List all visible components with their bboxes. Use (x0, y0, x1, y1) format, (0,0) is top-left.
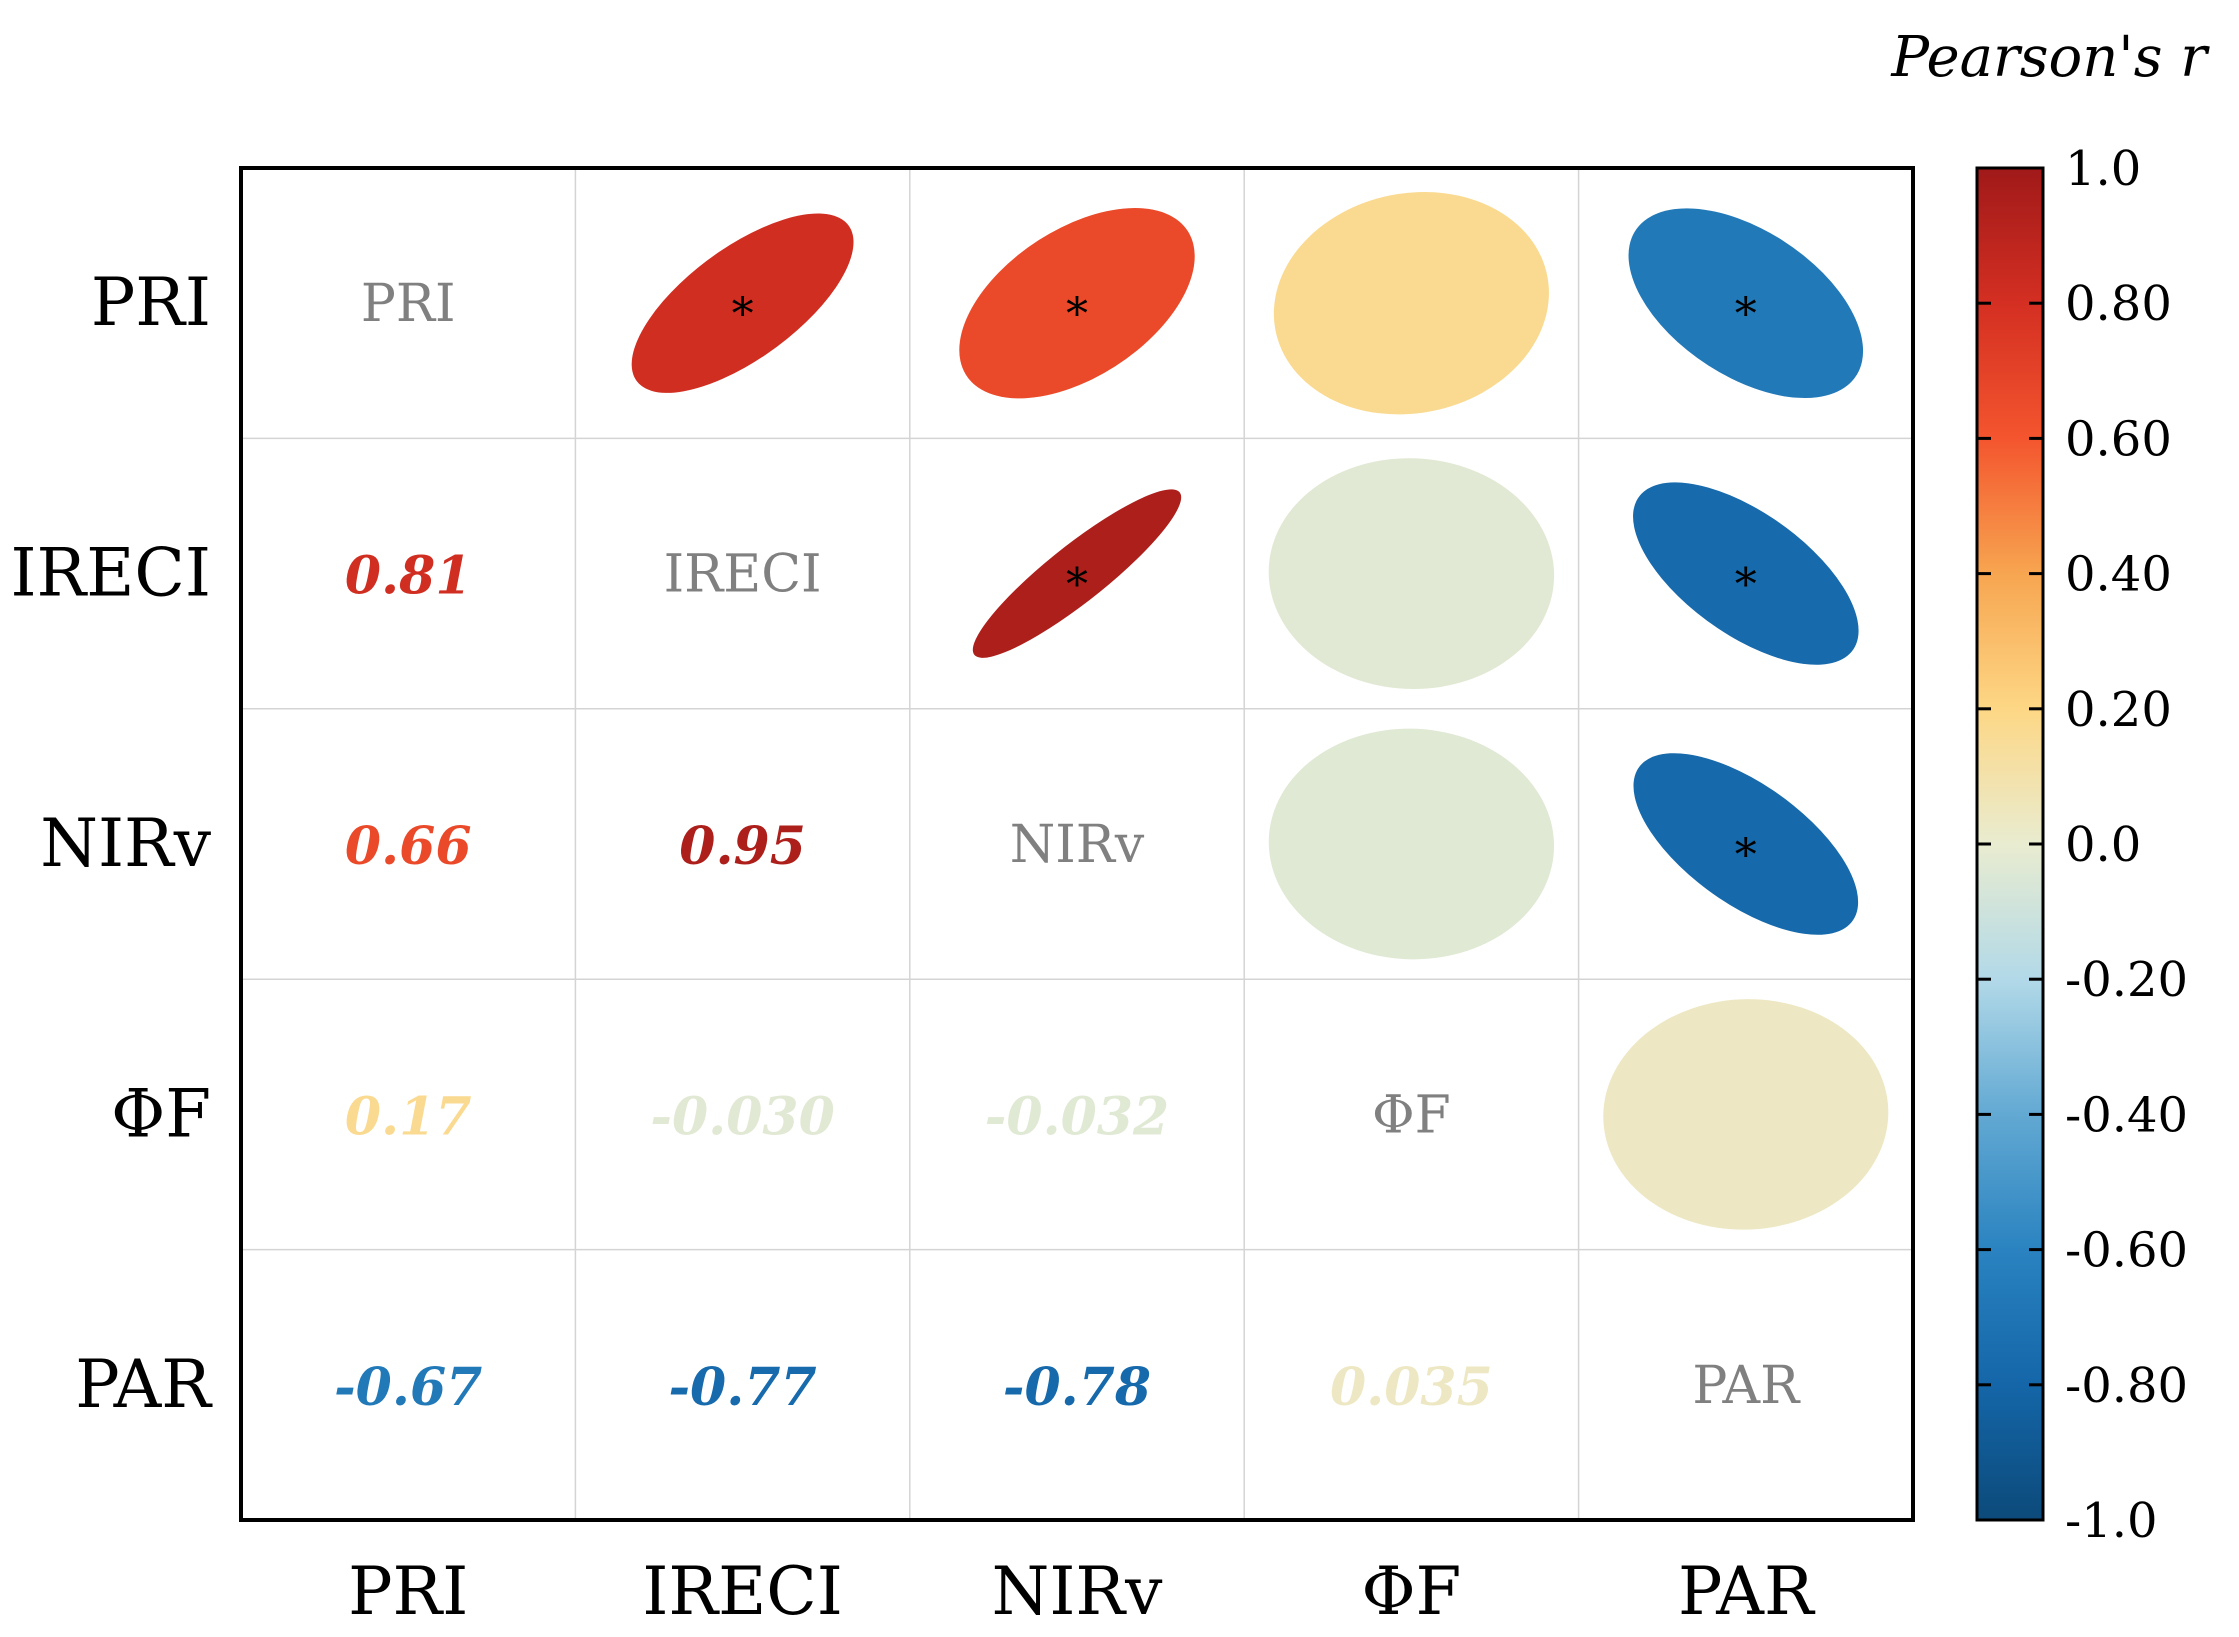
ellipse-ireci-par (1633, 482, 1859, 665)
colorbar-tick-label: 0.60 (2065, 411, 2172, 467)
significance-marker-pri-ireci: * (732, 289, 754, 340)
column-label-ireci: IRECI (642, 1553, 843, 1630)
colorbar-tick-label: 0.80 (2065, 276, 2172, 332)
value-label-nirv-pri: 0.66 (345, 816, 472, 877)
diagonal-label-ireci: IRECI (664, 545, 822, 605)
diagonal-label-nirv: NIRv (1010, 815, 1145, 875)
colorbar-tick-label: -0.80 (2065, 1358, 2188, 1414)
colorbar-ticks: 1.0 0.80 0.60 0.40 0.20 0.0 -0.20 -0.40 -0.60 -0.… (1977, 141, 2188, 1549)
value-label-ireci-pri: 0.81 (345, 546, 472, 607)
column-label-nirv: NIRv (992, 1553, 1164, 1630)
ellipse-pri-ireci (631, 213, 854, 393)
value-label-par-nirv: -0.78 (1003, 1357, 1151, 1418)
significance-marker-nirv-par: * (1735, 830, 1757, 881)
column-label-pri: PRI (348, 1553, 468, 1630)
value-label-par-phif: 0.035 (1330, 1357, 1493, 1418)
ellipse-pri-phif (1273, 191, 1549, 415)
colorbar-tick-label: -0.20 (2065, 952, 2188, 1008)
colorbar-tick-label: 0.0 (2065, 817, 2141, 873)
diagonal-label-phif: ΦF (1372, 1085, 1451, 1145)
row-label-nirv: NIRv (40, 805, 212, 882)
column-labels: PRI IRECI NIRv ΦF PAR (348, 1553, 1816, 1630)
legend-title: Pearson's r (1890, 25, 2210, 90)
row-label-ireci: IRECI (10, 535, 211, 612)
row-label-par: PAR (75, 1346, 213, 1423)
plot-frame (239, 166, 1915, 1522)
ellipse-nirv-phif (1268, 728, 1555, 960)
diagonal-label-pri: PRI (361, 274, 456, 334)
row-label-phif: ΦF (111, 1075, 211, 1152)
colorbar-tick-label: 0.20 (2065, 682, 2172, 738)
colorbar-tick-label: -1.0 (2065, 1493, 2158, 1549)
ellipse-ireci-nirv (972, 489, 1182, 658)
significance-marker-ireci-nirv: * (1066, 560, 1088, 611)
column-label-par: PAR (1678, 1553, 1816, 1630)
colorbar-tick-label: 1.0 (2065, 141, 2141, 197)
value-label-par-ireci: -0.77 (668, 1357, 816, 1418)
value-label-phif-nirv: -0.032 (985, 1086, 1169, 1147)
value-label-nirv-ireci: 0.95 (679, 816, 806, 877)
ellipse-phif-par (1603, 999, 1889, 1230)
colorbar: 1.0 0.80 0.60 0.40 0.20 0.0 -0.20 -0.40 -0.60 -0.… (1975, 141, 2188, 1549)
value-label-phif-ireci: -0.030 (650, 1086, 834, 1147)
colorbar-tick-label: -0.60 (2065, 1223, 2188, 1279)
matrix-cells: PRI * * * 0.81 IRECI * * 0.66 0.95 NIRv * 0.17 -0.030… (334, 191, 1889, 1418)
significance-marker-ireci-par: * (1735, 560, 1757, 611)
value-label-phif-pri: 0.17 (345, 1086, 472, 1147)
colorbar-tick-label: 0.40 (2065, 547, 2172, 603)
column-label-phif: ΦF (1361, 1553, 1461, 1630)
ellipse-nirv-par (1633, 753, 1859, 935)
significance-marker-pri-par: * (1735, 289, 1757, 340)
colorbar-tick-label: -0.40 (2065, 1087, 2188, 1143)
grid-lines (241, 168, 1913, 1520)
ellipse-pri-nirv (959, 208, 1195, 399)
value-label-par-pri: -0.67 (334, 1357, 482, 1418)
row-labels: PRI IRECI NIRv ΦF PAR (10, 264, 213, 1423)
diagonal-label-par: PAR (1692, 1356, 1801, 1416)
ellipse-pri-par (1628, 208, 1864, 399)
row-label-pri: PRI (91, 264, 211, 341)
ellipse-ireci-phif (1268, 458, 1555, 689)
significance-marker-pri-nirv: * (1066, 289, 1088, 340)
